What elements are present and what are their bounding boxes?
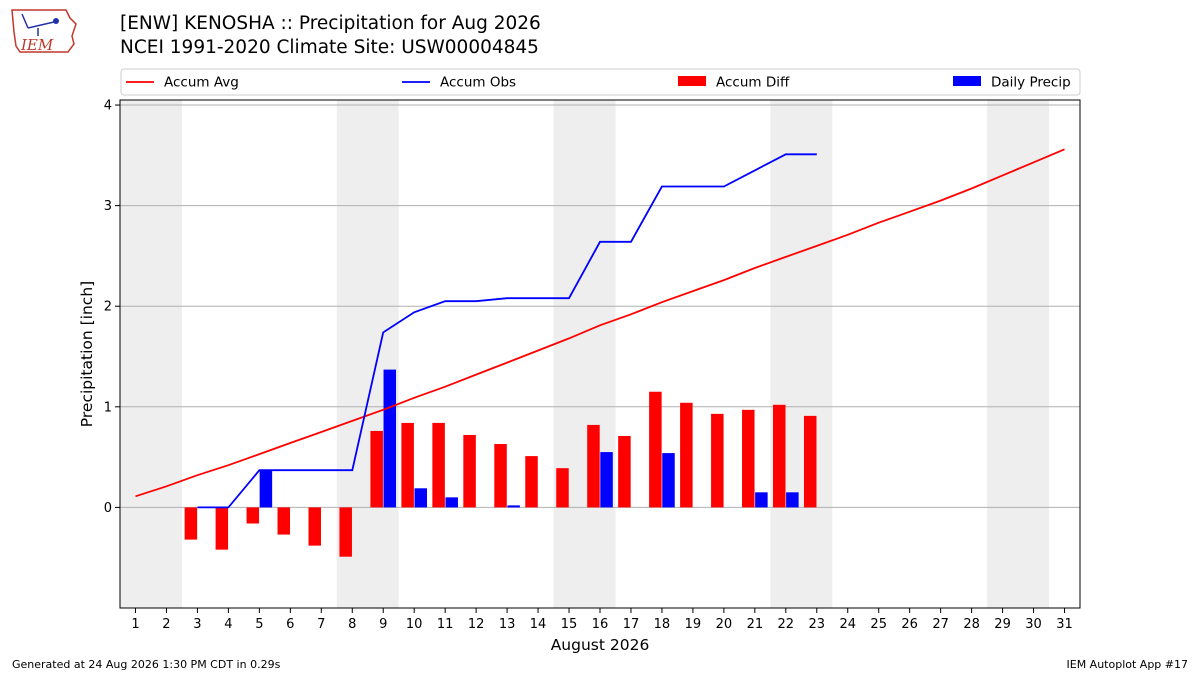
x-tick-label: 30 — [1025, 617, 1042, 632]
x-axis: 1 2 3 4 5 6 7 8 9 10 11 12 13 14 15 16 17 18 19 20 21 22 23 24 2… — [131, 608, 1073, 632]
diff-bar — [401, 422, 414, 508]
legend-accum-obs: Accum Obs — [402, 75, 516, 91]
legend-box — [120, 68, 1081, 96]
x-tick-label: 21 — [747, 617, 764, 632]
y-tick-label: 1 — [104, 400, 112, 415]
x-tick-label: 19 — [685, 617, 702, 632]
diff-bar — [463, 434, 476, 508]
x-tick-label: 27 — [932, 617, 949, 632]
diff-bar — [246, 507, 260, 524]
diff-bar — [215, 507, 229, 550]
weekend-band — [770, 100, 833, 608]
diff-bar — [370, 430, 383, 508]
bars — [184, 369, 817, 557]
x-tick-label: 20 — [716, 617, 733, 632]
accum-avg-line — [135, 148, 1065, 498]
iem-logo: IEM — [11, 9, 77, 54]
x-tick-label: 25 — [870, 617, 887, 632]
y-axis-label: Precipitation [inch] — [78, 281, 96, 427]
x-tick-label: 24 — [839, 617, 856, 632]
legend-accum-avg: Accum Avg — [126, 75, 239, 91]
diff-bar — [339, 507, 352, 557]
footer-app: IEM Autoplot App #17 — [1066, 658, 1189, 671]
x-tick-label: 15 — [561, 617, 578, 632]
daily-precip-bar — [786, 492, 799, 508]
x-tick-label: 16 — [592, 617, 609, 632]
legend-label: Accum Diff — [716, 75, 790, 91]
diff-bar — [308, 507, 321, 546]
diff-bar — [277, 507, 291, 535]
footer-generated: Generated at 24 Aug 2026 1:30 PM CDT in … — [12, 658, 281, 671]
x-tick-label: 31 — [1056, 617, 1073, 632]
diff-bar — [618, 435, 631, 508]
diff-bar — [556, 468, 569, 508]
y-tick-label: 0 — [104, 501, 112, 516]
accum-obs-line — [197, 153, 817, 509]
daily-precip-bar — [445, 497, 458, 508]
chart-title: [ENW] KENOSHA :: Precipitation for Aug 2… — [120, 13, 541, 34]
diff-bar — [587, 424, 600, 508]
x-tick-label: 22 — [778, 617, 795, 632]
x-tick-label: 1 — [131, 617, 139, 632]
diff-bar — [494, 444, 507, 508]
legend-daily-precip: Daily Precip — [953, 75, 1071, 91]
daily-precip-bar — [600, 452, 613, 508]
weekend-band — [987, 100, 1050, 608]
diff-bar — [525, 456, 538, 508]
x-tick-label: 11 — [437, 617, 454, 632]
diff-bar — [711, 413, 724, 508]
weekend-band — [120, 100, 182, 608]
x-tick-label: 13 — [499, 617, 516, 632]
diff-bar — [184, 507, 198, 540]
legend-swatch — [953, 76, 981, 86]
x-tick-label: 5 — [255, 617, 263, 632]
x-tick-label: 29 — [994, 617, 1011, 632]
y-tick-label: 2 — [104, 300, 112, 315]
x-tick-label: 26 — [901, 617, 918, 632]
legend-swatch — [678, 76, 706, 86]
weekend-shading — [120, 100, 1050, 608]
diff-bar — [432, 422, 445, 508]
x-tick-label: 17 — [623, 617, 640, 632]
diff-bar — [680, 402, 693, 508]
daily-precip-bar — [414, 488, 427, 508]
daily-precip-bar — [507, 505, 520, 508]
y-axis: 0 1 2 3 4 — [104, 99, 120, 516]
x-tick-label: 3 — [193, 617, 201, 632]
legend: Accum Avg Accum Obs Accum Diff Daily Precip — [120, 68, 1081, 96]
daily-precip-bar — [662, 453, 675, 508]
x-tick-label: 18 — [654, 617, 671, 632]
legend-accum-diff: Accum Diff — [678, 75, 790, 91]
legend-label: Daily Precip — [991, 75, 1071, 91]
weekend-band — [553, 100, 616, 608]
x-tick-label: 4 — [224, 617, 232, 632]
daily-precip-bar — [259, 470, 273, 508]
diff-bar — [803, 415, 817, 508]
x-tick-label: 8 — [348, 617, 356, 632]
x-axis-label: August 2026 — [551, 636, 650, 654]
y-tick-label: 3 — [104, 199, 112, 214]
x-tick-label: 12 — [468, 617, 485, 632]
x-tick-label: 7 — [317, 617, 325, 632]
legend-label: Accum Obs — [440, 75, 516, 91]
x-tick-label: 14 — [530, 617, 547, 632]
diff-bar — [649, 391, 662, 508]
legend-label: Accum Avg — [164, 75, 239, 91]
x-tick-label: 9 — [379, 617, 387, 632]
daily-precip-bar — [755, 492, 768, 508]
chart-subtitle: NCEI 1991-2020 Climate Site: USW00004845 — [120, 37, 539, 58]
logo-text: IEM — [20, 36, 54, 54]
diff-bar — [773, 404, 786, 508]
x-tick-label: 23 — [809, 617, 826, 632]
diff-bar — [742, 409, 755, 508]
x-tick-label: 10 — [406, 617, 423, 632]
x-tick-label: 28 — [963, 617, 980, 632]
x-tick-label: 6 — [286, 617, 294, 632]
y-tick-label: 4 — [104, 99, 112, 114]
x-tick-label: 2 — [162, 617, 170, 632]
lines — [135, 148, 1065, 509]
daily-precip-bar — [383, 369, 397, 508]
